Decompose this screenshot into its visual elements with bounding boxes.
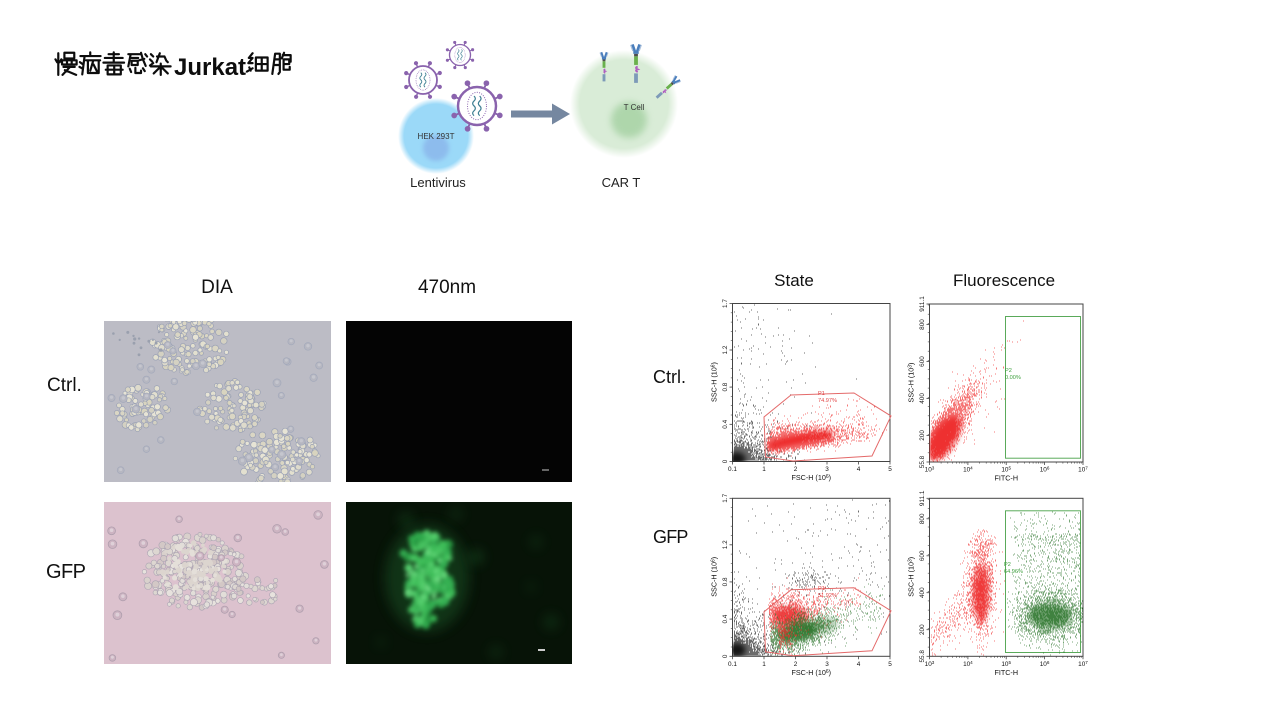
svg-text:107: 107 (1078, 660, 1088, 668)
svg-text:0: 0 (722, 459, 729, 463)
svg-text:0.4: 0.4 (722, 419, 729, 428)
svg-text:74.97%: 74.97% (818, 398, 837, 404)
svg-text:0: 0 (722, 654, 729, 658)
svg-text:105: 105 (1001, 660, 1011, 668)
svg-text:55.8: 55.8 (919, 650, 926, 663)
svg-text:400: 400 (919, 587, 926, 598)
svg-text:SSC-H (103): SSC-H (103) (907, 557, 916, 597)
svg-text:CAR T: CAR T (602, 175, 641, 190)
svg-text:3: 3 (825, 661, 829, 668)
svg-text:106: 106 (1040, 466, 1050, 474)
svg-text:2: 2 (794, 466, 798, 473)
svg-text:0.00%: 0.00% (1005, 375, 1021, 381)
svg-text:SSC-H (103): SSC-H (103) (907, 363, 916, 403)
svg-text:2: 2 (794, 661, 798, 668)
svg-text:FSC-H (106): FSC-H (106) (791, 473, 831, 482)
svg-text:Lentivirus: Lentivirus (410, 175, 466, 190)
svg-text:1: 1 (762, 661, 766, 668)
svg-text:64.96%: 64.96% (1004, 569, 1023, 575)
svg-text:1.7: 1.7 (722, 299, 729, 308)
svg-text:3: 3 (825, 466, 829, 473)
svg-text:0.4: 0.4 (722, 614, 729, 623)
svg-text:GFP: GFP (653, 527, 688, 547)
svg-text:1.2: 1.2 (722, 540, 729, 549)
svg-text:HEK 293T: HEK 293T (418, 132, 455, 141)
svg-text:SSC-H (106): SSC-H (106) (710, 557, 719, 597)
svg-text:200: 200 (919, 430, 926, 441)
svg-text:106: 106 (1040, 660, 1050, 668)
svg-text:4: 4 (857, 661, 861, 668)
svg-text:FSC-H (106): FSC-H (106) (791, 668, 831, 677)
svg-text:600: 600 (919, 356, 926, 367)
svg-text:SSC-H (106): SSC-H (106) (710, 362, 719, 402)
svg-text:0.8: 0.8 (722, 382, 729, 391)
svg-text:600: 600 (919, 550, 926, 561)
svg-text:4: 4 (857, 466, 861, 473)
svg-text:1: 1 (762, 466, 766, 473)
svg-text:0.1: 0.1 (728, 661, 737, 668)
svg-text:104: 104 (963, 466, 973, 474)
svg-text:107: 107 (1078, 466, 1088, 474)
svg-text:P2: P2 (1004, 562, 1011, 568)
svg-text:FITC-H: FITC-H (994, 474, 1018, 483)
svg-text:0.1: 0.1 (728, 466, 737, 473)
svg-text:105: 105 (1001, 466, 1011, 474)
svg-text:State: State (774, 271, 814, 290)
svg-text:911.1: 911.1 (919, 296, 926, 312)
svg-text:0.8: 0.8 (722, 577, 729, 586)
svg-text:5: 5 (888, 466, 892, 473)
svg-text:103: 103 (925, 660, 935, 668)
svg-text:P1: P1 (818, 586, 825, 592)
svg-text:T Cell: T Cell (624, 103, 645, 112)
svg-text:800: 800 (919, 319, 926, 330)
svg-text:400: 400 (919, 393, 926, 404)
svg-text:55.8: 55.8 (919, 455, 926, 468)
svg-text:Fluorescence: Fluorescence (953, 271, 1055, 290)
svg-text:51.92%: 51.92% (818, 593, 837, 599)
svg-text:104: 104 (963, 660, 973, 668)
svg-text:Ctrl.: Ctrl. (653, 367, 686, 387)
svg-text:P1: P1 (818, 391, 825, 397)
svg-text:5: 5 (888, 661, 892, 668)
svg-text:1.7: 1.7 (722, 493, 729, 502)
svg-text:911.1: 911.1 (919, 490, 926, 506)
svg-text:103: 103 (925, 466, 935, 474)
svg-text:Jurkat: Jurkat (174, 54, 246, 80)
svg-text:200: 200 (919, 624, 926, 635)
svg-text:P2: P2 (1005, 368, 1012, 374)
svg-text:800: 800 (919, 513, 926, 524)
svg-text:FITC-H: FITC-H (994, 668, 1018, 677)
svg-text:1.2: 1.2 (722, 345, 729, 354)
